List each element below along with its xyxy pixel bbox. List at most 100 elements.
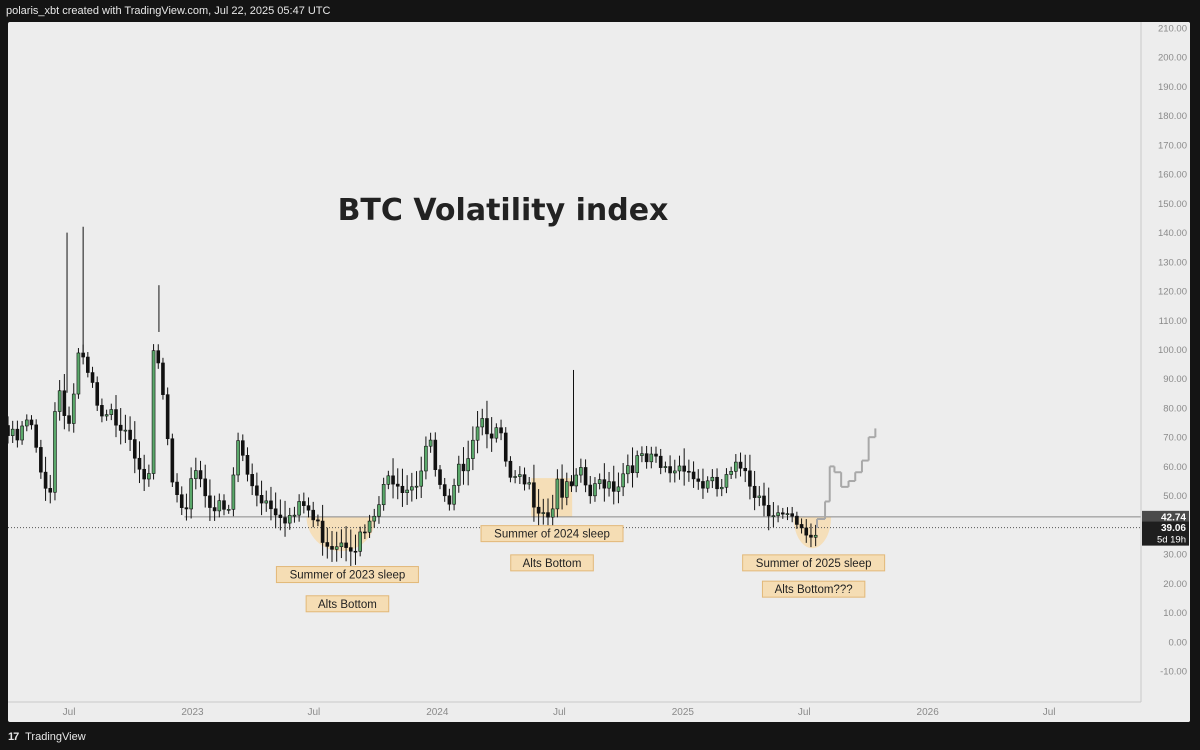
x-tick-label: Jul <box>1043 707 1056 718</box>
candle-body <box>640 453 644 456</box>
candle-body <box>147 473 151 480</box>
current-price-tag-bg <box>1142 521 1189 546</box>
candle-body <box>616 486 621 492</box>
candle-body <box>555 478 560 510</box>
candle-body <box>391 475 395 485</box>
y-tick-label: 160.00 <box>1158 170 1187 181</box>
y-tick-label: 210.00 <box>1158 24 1187 35</box>
y-tick-label: 30.00 <box>1163 550 1187 561</box>
candle-body <box>809 534 813 538</box>
candle-body <box>687 470 691 473</box>
candle-body <box>738 461 743 469</box>
candle-body <box>715 476 719 490</box>
candle-body <box>452 485 456 505</box>
y-tick-label: 110.00 <box>1159 316 1187 327</box>
candle-body <box>522 474 527 485</box>
support-price-tag: 42.74 <box>1161 512 1186 523</box>
candle-body <box>424 445 428 472</box>
candle-body <box>114 409 118 426</box>
candle-body <box>306 505 311 511</box>
candle-body <box>771 515 776 517</box>
annotation-box <box>305 595 390 613</box>
candle-body <box>795 515 799 525</box>
x-tick-label: 2023 <box>181 707 204 718</box>
footer-brand[interactable]: 17 TradingView <box>0 726 1200 750</box>
annotation-box <box>510 554 594 572</box>
x-tick-label: Jul <box>63 707 76 718</box>
candle-body <box>813 534 818 538</box>
candle-body <box>273 508 278 516</box>
candle-body <box>142 468 146 480</box>
candle-body <box>719 486 724 490</box>
candle-body <box>179 494 184 508</box>
candle-body <box>748 470 752 487</box>
candle-body <box>428 439 433 447</box>
y-tick-label: 60.00 <box>1163 462 1187 473</box>
candle-body <box>658 455 663 468</box>
candle-body <box>560 478 564 498</box>
candle-body <box>546 512 550 518</box>
candle-body <box>287 515 292 524</box>
candle-body <box>348 547 353 552</box>
candle-body <box>189 478 193 510</box>
candle-body <box>701 481 705 489</box>
candle-body <box>414 485 419 488</box>
candle-body <box>104 414 109 417</box>
candle-body <box>762 495 766 506</box>
candle-body <box>367 520 372 533</box>
candle-body <box>785 513 790 515</box>
candle-body <box>255 485 259 496</box>
candle-body <box>71 393 76 424</box>
candle-body <box>95 382 100 406</box>
candle-body <box>663 466 668 468</box>
candle-body <box>494 427 499 439</box>
candle-body <box>485 418 489 435</box>
candle-body <box>471 439 475 459</box>
chart-frame: Summer of 2023 sleep Alts Bottom Summer of… <box>8 22 1190 722</box>
candle-body <box>672 470 677 474</box>
candle-body <box>311 509 316 521</box>
annotation-box <box>480 525 624 543</box>
candle-body <box>81 352 85 358</box>
candle-body <box>499 427 503 434</box>
candle-body <box>109 409 114 415</box>
candle-body <box>419 470 424 487</box>
candle-body <box>231 474 236 510</box>
annotation-label: Alts Bottom <box>318 599 377 611</box>
candle-body <box>39 447 43 473</box>
candle-body <box>184 507 189 510</box>
candle-body <box>611 481 616 492</box>
chart-title: BTC Volatility index <box>338 193 669 228</box>
annotation-label: Summer of 2025 sleep <box>756 558 872 570</box>
x-tick-label: Jul <box>798 707 811 718</box>
candle-body <box>780 512 785 515</box>
candle-body <box>804 527 809 536</box>
current-price-tag: 39.06 <box>1161 523 1186 534</box>
candle-body <box>165 394 170 440</box>
y-tick-label: 0.00 <box>1169 637 1188 648</box>
candle-body <box>564 481 569 498</box>
x-tick-label: Jul <box>553 707 566 718</box>
footer-brand-label: TradingView <box>25 731 86 743</box>
candle-body <box>607 481 611 489</box>
candle-body <box>198 470 203 480</box>
candle-body <box>20 425 24 441</box>
candle-body <box>381 484 386 506</box>
annotations-layer: Summer of 2023 sleep Alts Bottom Summer of… <box>275 525 886 613</box>
candle-body <box>574 474 578 487</box>
candle-body <box>86 356 90 373</box>
annotation-box <box>275 566 419 584</box>
candle-body <box>316 519 320 522</box>
x-tick-label: Jul <box>307 707 320 718</box>
candle-body <box>292 514 297 517</box>
candle-body <box>668 466 672 474</box>
candle-body <box>245 455 250 475</box>
candle-body <box>175 481 179 495</box>
sleep-zone-arc <box>793 516 832 549</box>
candle-body <box>330 546 334 550</box>
candle-body <box>410 486 414 491</box>
candle-body <box>569 481 574 487</box>
candle-body <box>151 350 156 474</box>
y-tick-label: 70.00 <box>1163 433 1187 444</box>
candle-body <box>593 483 597 497</box>
